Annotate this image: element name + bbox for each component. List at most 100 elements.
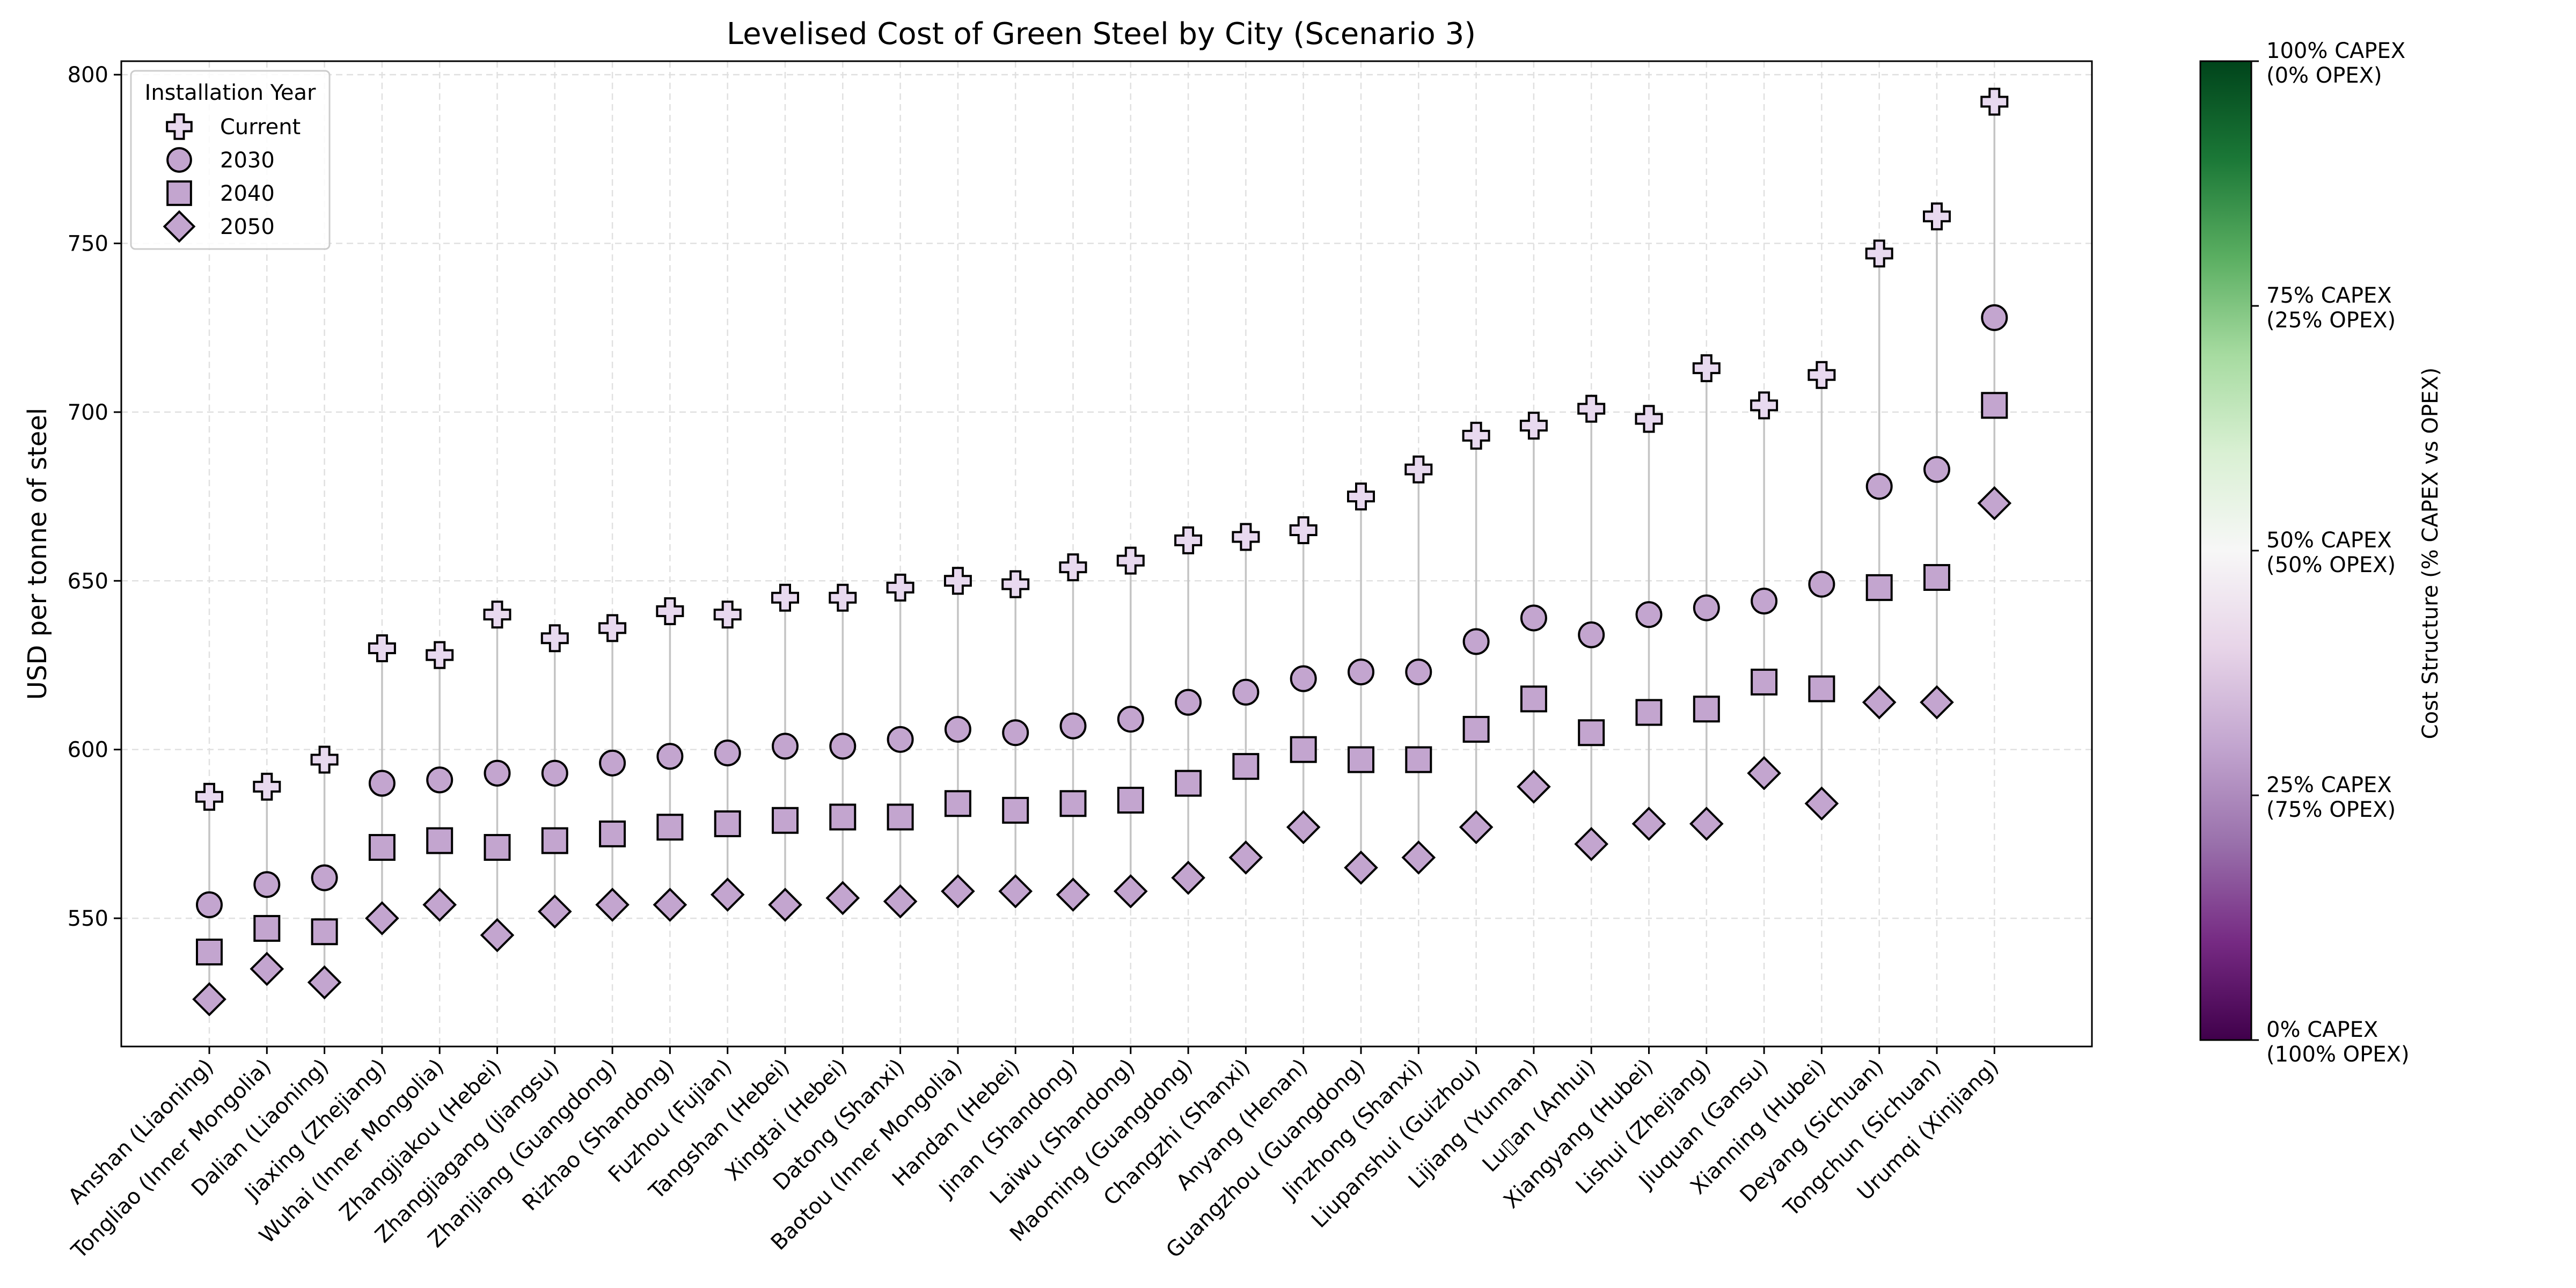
data-point-diamond bbox=[1171, 860, 1205, 895]
data-point-circle bbox=[1348, 658, 1374, 686]
data-point-circle bbox=[1693, 594, 1720, 621]
data-point-circle bbox=[829, 733, 857, 760]
data-point-square bbox=[1117, 787, 1144, 814]
data-point-square bbox=[1290, 736, 1317, 763]
data-point-plus bbox=[1865, 239, 1893, 268]
data-point-square bbox=[253, 914, 281, 942]
data-point-diamond bbox=[1459, 810, 1494, 845]
data-point-plus bbox=[713, 601, 742, 629]
data-point-diamond bbox=[1631, 807, 1666, 841]
data-point-plus bbox=[943, 567, 972, 595]
data-point-circle bbox=[1808, 570, 1835, 598]
data-point-square bbox=[1405, 746, 1432, 773]
chart-title: Levelised Cost of Green Steel by City (S… bbox=[727, 17, 1476, 52]
data-point-diamond bbox=[1228, 840, 1263, 875]
data-point-plus bbox=[598, 614, 627, 642]
colorbar-tick-label: 0% CAPEX (100% OPEX) bbox=[2266, 1018, 2410, 1067]
data-point-square bbox=[541, 827, 568, 854]
data-point-square bbox=[484, 834, 511, 861]
series-2040 bbox=[196, 392, 2008, 965]
data-point-square bbox=[1175, 770, 1202, 797]
data-point-plus bbox=[1232, 523, 1260, 551]
data-point-diamond bbox=[480, 918, 515, 953]
data-point-diamond bbox=[537, 894, 572, 929]
data-point-circle bbox=[1923, 456, 1950, 483]
data-point-circle bbox=[1002, 719, 1029, 747]
data-point-diamond bbox=[1517, 770, 1551, 804]
data-point-diamond bbox=[365, 901, 399, 935]
data-point-diamond bbox=[1056, 877, 1091, 912]
data-point-diamond bbox=[307, 965, 342, 1000]
data-point-square bbox=[1348, 746, 1374, 773]
data-point-circle bbox=[368, 770, 396, 797]
data-point-diamond bbox=[883, 884, 918, 919]
colorbar: 0% CAPEX (100% OPEX) 25% CAPEX (75% OPEX) 50… bbox=[2199, 39, 2410, 1067]
legend-item: 2030 bbox=[166, 147, 275, 173]
data-point-square bbox=[944, 790, 971, 817]
legend: Installation Year Current 2030 2040 2050 bbox=[130, 70, 331, 250]
legend-item: 2050 bbox=[163, 210, 275, 243]
data-point-plus bbox=[1577, 394, 1606, 423]
data-point-plus bbox=[1289, 516, 1318, 544]
data-point-plus bbox=[1519, 412, 1548, 440]
data-point-circle bbox=[1981, 304, 2008, 331]
data-point-diamond bbox=[653, 888, 687, 922]
data-point-plus bbox=[1635, 405, 1663, 433]
data-point-diamond bbox=[1862, 685, 1897, 720]
data-point-plus bbox=[1174, 526, 1203, 554]
data-point-circle bbox=[1635, 601, 1663, 628]
series-current bbox=[195, 87, 2009, 811]
colorbar-tick-label: 25% CAPEX (75% OPEX) bbox=[2266, 773, 2396, 822]
data-point-diamond bbox=[595, 888, 630, 922]
legend-marker-square bbox=[166, 180, 192, 206]
data-point-plus bbox=[1462, 421, 1490, 450]
data-point-circle bbox=[1117, 706, 1144, 733]
data-point-square bbox=[1751, 668, 1778, 696]
data-point-circle bbox=[426, 766, 453, 794]
data-point-plus bbox=[1692, 354, 1721, 383]
data-point-square bbox=[1981, 392, 2008, 419]
data-point-square bbox=[311, 918, 338, 946]
colorbar-tick-label: 100% CAPEX (0% OPEX) bbox=[2266, 39, 2405, 88]
y-tick-label: 750 bbox=[68, 232, 108, 257]
legend-label: 2030 bbox=[220, 148, 275, 173]
data-point-circle bbox=[887, 726, 914, 753]
data-point-square bbox=[1462, 715, 1490, 743]
legend-marker-circle bbox=[166, 147, 192, 173]
data-point-diamond bbox=[825, 881, 860, 916]
data-point-diamond bbox=[768, 888, 802, 922]
data-point-diamond bbox=[1804, 786, 1839, 821]
data-point-plus bbox=[1347, 482, 1375, 511]
data-point-plus bbox=[483, 601, 511, 629]
data-point-diamond bbox=[1920, 685, 1954, 720]
data-point-square bbox=[714, 810, 741, 838]
colorbar-tick-label: 75% CAPEX (25% OPEX) bbox=[2266, 283, 2396, 333]
data-point-circle bbox=[253, 871, 281, 898]
legend-item: Current bbox=[166, 113, 301, 140]
x-axis: Anshan (Liaoning)Tongliao (Inner Mongoli… bbox=[63, 1046, 2003, 1264]
y-tick-label: 700 bbox=[68, 400, 108, 425]
data-point-plus bbox=[310, 745, 339, 774]
data-point-circle bbox=[772, 733, 799, 760]
data-point-plus bbox=[426, 641, 454, 669]
data-point-square bbox=[772, 807, 799, 834]
plot-area: 550 600 650 700 750 800 Anshan (Liaoning)Tongl… bbox=[63, 60, 2093, 1264]
data-point-circle bbox=[656, 743, 684, 770]
data-point-diamond bbox=[250, 952, 284, 986]
data-point-square bbox=[1232, 753, 1260, 780]
data-point-square bbox=[368, 834, 396, 861]
data-point-circle bbox=[1865, 473, 1893, 500]
data-point-circle bbox=[1232, 678, 1260, 706]
series-2050 bbox=[192, 486, 2012, 1016]
data-point-circle bbox=[1751, 588, 1778, 615]
data-point-plus bbox=[1807, 361, 1836, 389]
data-point-square bbox=[887, 803, 914, 831]
legend-marker-diamond bbox=[163, 210, 196, 243]
data-point-plus bbox=[1059, 553, 1087, 582]
y-tick-label: 800 bbox=[68, 63, 108, 87]
data-point-plus bbox=[1001, 570, 1030, 598]
data-point-circle bbox=[196, 891, 223, 918]
legend-label: Current bbox=[220, 115, 301, 140]
data-point-plus bbox=[829, 583, 857, 612]
data-point-square bbox=[1865, 574, 1893, 601]
